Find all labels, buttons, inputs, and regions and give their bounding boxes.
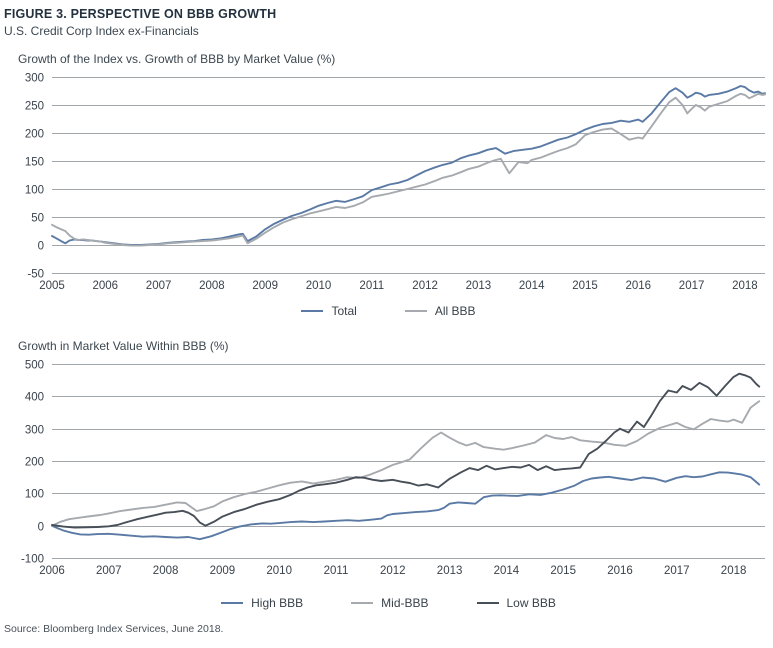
figure-subtitle: U.S. Credit Corp Index ex-Financials — [4, 24, 199, 38]
x-tick-label: 2005 — [39, 280, 65, 292]
x-tick-label: 2016 — [607, 565, 633, 577]
legend-label: All BBB — [434, 304, 476, 318]
chart-1-legend: Total All BBB — [4, 303, 773, 319]
x-tick-label: 2006 — [39, 565, 65, 577]
legend-item-high-bbb: High BBB — [221, 596, 303, 610]
y-tick-label: -100 — [21, 554, 44, 566]
x-tick-label: 2017 — [664, 565, 690, 577]
x-tick-label: 2012 — [380, 565, 406, 577]
x-tick-label: 2009 — [210, 565, 236, 577]
x-tick-label: 2018 — [732, 280, 758, 292]
y-tick-label: 400 — [25, 392, 44, 404]
y-tick-label: 100 — [25, 489, 44, 501]
chart-2-legend: High BBB Mid-BBB Low BBB — [4, 595, 773, 611]
legend-line-swatch — [476, 602, 499, 604]
x-tick-label: 2010 — [266, 565, 292, 577]
x-tick-label: 2010 — [306, 280, 332, 292]
x-tick-label: 2017 — [679, 280, 705, 292]
legend-line-swatch — [301, 310, 324, 312]
legend-item-low-bbb: Low BBB — [476, 596, 556, 610]
y-tick-label: 200 — [25, 129, 44, 141]
y-tick-label: 300 — [25, 425, 44, 437]
x-tick-label: 2018 — [721, 565, 747, 577]
x-tick-label: 2013 — [466, 280, 492, 292]
y-tick-label: 0 — [38, 241, 44, 253]
x-tick-label: 2016 — [626, 280, 652, 292]
x-tick-label: 2015 — [550, 565, 576, 577]
series-line-low-bbb — [51, 372, 761, 529]
x-tick-label: 2014 — [494, 565, 520, 577]
x-tick-label: 2012 — [412, 280, 438, 292]
x-tick-label: 2007 — [146, 280, 172, 292]
y-tick-label: 200 — [25, 457, 44, 469]
y-tick-label: 250 — [25, 101, 44, 113]
legend-item-total: Total — [301, 304, 357, 318]
legend-line-swatch — [221, 602, 244, 604]
y-tick-label: 50 — [31, 213, 44, 225]
series-line-all-bbb — [51, 92, 766, 247]
x-tick-label: 2014 — [519, 280, 545, 292]
legend-item-all-bbb: All BBB — [404, 304, 476, 318]
figure-container: FIGURE 3. PERSPECTIVE ON BBB GROWTH U.S.… — [4, 7, 773, 635]
x-tick-label: 2013 — [437, 565, 463, 577]
legend-line-swatch — [351, 602, 374, 604]
chart-2-title: Growth in Market Value Within BBB (%) — [18, 339, 229, 353]
y-tick-label: 0 — [38, 522, 44, 534]
figure-title: FIGURE 3. PERSPECTIVE ON BBB GROWTH — [4, 7, 277, 21]
series-line-total — [51, 85, 766, 246]
x-tick-label: 2006 — [93, 280, 119, 292]
chart-1-title: Growth of the Index vs. Growth of BBB by… — [18, 52, 336, 66]
series-line-high-bbb — [51, 471, 761, 541]
x-tick-label: 2008 — [199, 280, 225, 292]
y-tick-label: -50 — [27, 269, 44, 281]
x-tick-label: 2008 — [153, 565, 179, 577]
legend-label: Low BBB — [506, 596, 556, 610]
x-tick-label: 2011 — [324, 565, 349, 577]
y-tick-label: 150 — [25, 157, 44, 169]
x-tick-label: 2007 — [96, 565, 122, 577]
source-note: Source: Bloomberg Index Services, June 2… — [4, 623, 224, 635]
legend-label: Total — [331, 304, 357, 318]
y-tick-label: 100 — [25, 185, 44, 197]
y-tick-label: 300 — [25, 73, 44, 85]
legend-line-swatch — [404, 310, 427, 312]
x-tick-label: 2011 — [359, 280, 384, 292]
series-line-mid-bbb — [51, 400, 761, 527]
legend-item-mid-bbb: Mid-BBB — [351, 596, 429, 610]
legend-label: High BBB — [251, 596, 304, 610]
x-tick-label: 2009 — [252, 280, 278, 292]
y-tick-label: 500 — [25, 360, 44, 372]
legend-label: Mid-BBB — [381, 596, 429, 610]
x-tick-label: 2015 — [572, 280, 598, 292]
